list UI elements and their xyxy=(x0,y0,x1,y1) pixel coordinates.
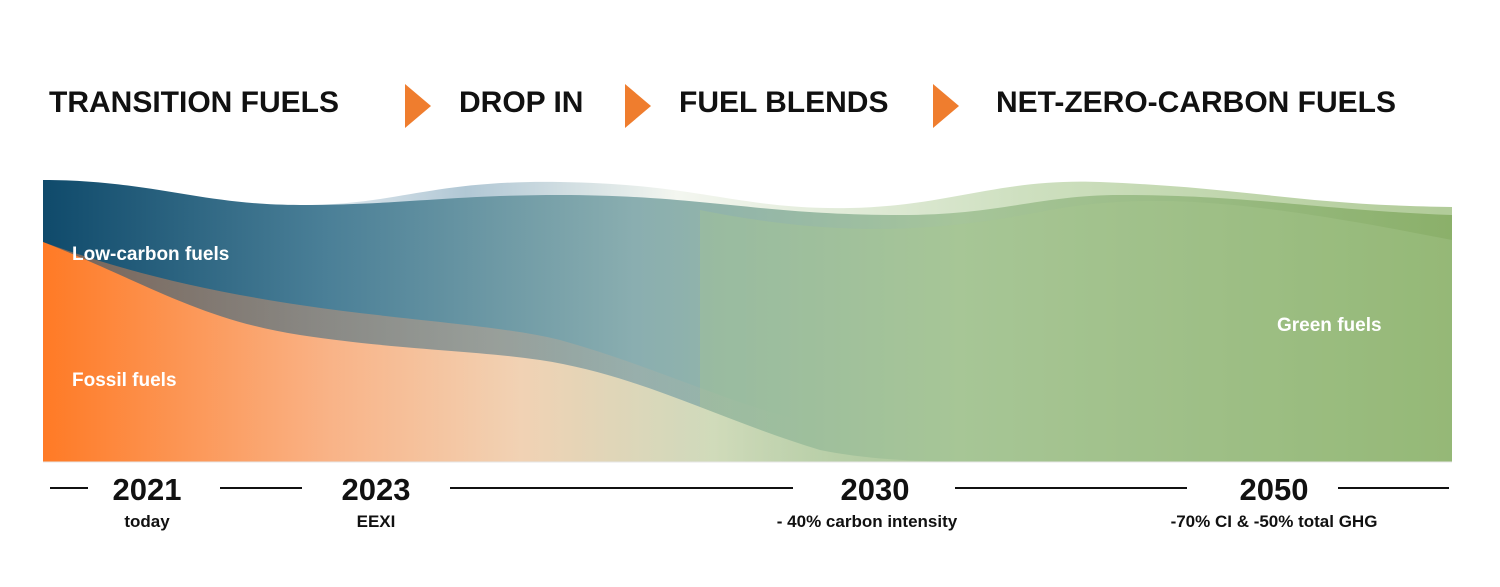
milestone-note-2023: EEXI xyxy=(356,512,396,531)
label-low-carbon-fuels: Low-carbon fuels xyxy=(72,244,230,265)
milestone-note-2030: - 40% carbon intensity xyxy=(776,512,958,531)
phase-fuel-blends: FUEL BLENDS xyxy=(679,86,889,119)
milestone-year-2021: 2021 xyxy=(112,472,182,507)
milestone-note-2021: today xyxy=(124,512,170,531)
green-overlay-wave xyxy=(700,200,1452,462)
chevron-right-icon xyxy=(933,84,959,128)
timeline-segment xyxy=(50,487,88,489)
phase-transition-fuels: TRANSITION FUELS xyxy=(49,86,339,119)
timeline-segment xyxy=(955,487,1187,489)
milestone-note-2050: -70% CI & -50% total GHG xyxy=(1170,512,1378,531)
chevron-right-icon xyxy=(405,84,431,128)
timeline-segment xyxy=(1338,487,1449,489)
chevron-right-icon xyxy=(625,84,651,128)
fossil-fuels-area xyxy=(43,242,1000,462)
phase-net-zero-carbon-fuels: NET-ZERO-CARBON FUELS xyxy=(996,86,1396,119)
milestone-year-2030: 2030 xyxy=(840,472,910,507)
timeline-segment xyxy=(450,487,793,489)
milestone-year-2023: 2023 xyxy=(341,472,411,507)
label-fossil-fuels: Fossil fuels xyxy=(72,370,177,391)
milestone-year-2050: 2050 xyxy=(1239,472,1309,507)
label-green-fuels: Green fuels xyxy=(1277,315,1382,336)
phase-drop-in: DROP IN xyxy=(459,86,584,119)
timeline-segment xyxy=(220,487,302,489)
